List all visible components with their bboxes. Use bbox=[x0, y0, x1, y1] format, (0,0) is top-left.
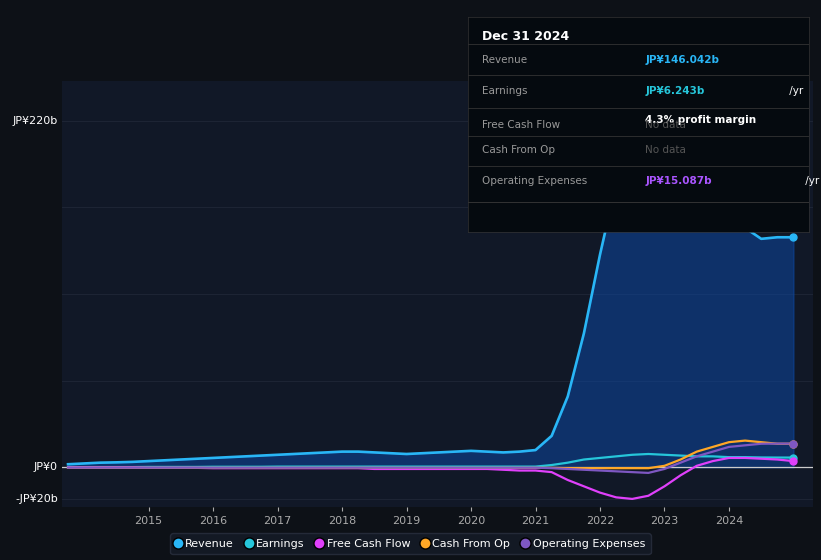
Text: JP¥146.042b: JP¥146.042b bbox=[645, 55, 719, 65]
Text: Cash From Op: Cash From Op bbox=[482, 146, 555, 156]
Text: No data: No data bbox=[645, 146, 686, 156]
Text: /yr: /yr bbox=[818, 55, 821, 65]
Text: JP¥6.243b: JP¥6.243b bbox=[645, 86, 704, 96]
Text: JP¥220b: JP¥220b bbox=[12, 115, 57, 125]
Legend: Revenue, Earnings, Free Cash Flow, Cash From Op, Operating Expenses: Revenue, Earnings, Free Cash Flow, Cash … bbox=[171, 533, 650, 554]
Text: 4.3% profit margin: 4.3% profit margin bbox=[645, 115, 756, 125]
Text: No data: No data bbox=[645, 120, 686, 129]
Text: Operating Expenses: Operating Expenses bbox=[482, 176, 587, 186]
Text: Earnings: Earnings bbox=[482, 86, 527, 96]
Text: Dec 31 2024: Dec 31 2024 bbox=[482, 30, 569, 43]
Text: JP¥15.087b: JP¥15.087b bbox=[645, 176, 712, 186]
Text: JP¥0: JP¥0 bbox=[34, 463, 57, 473]
Text: -JP¥20b: -JP¥20b bbox=[15, 494, 57, 504]
Text: Free Cash Flow: Free Cash Flow bbox=[482, 120, 560, 129]
Text: /yr: /yr bbox=[787, 86, 804, 96]
Text: /yr: /yr bbox=[802, 176, 819, 186]
Text: Revenue: Revenue bbox=[482, 55, 527, 65]
